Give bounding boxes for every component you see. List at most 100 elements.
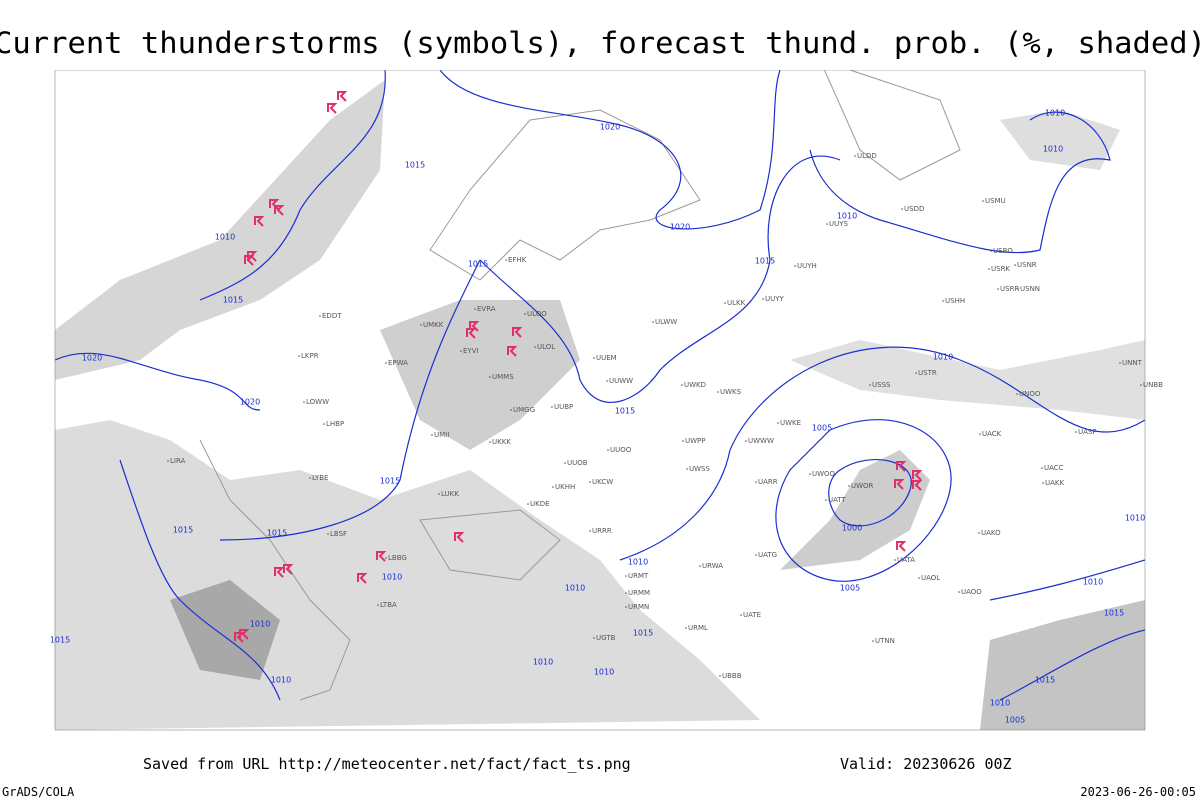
isobar-label: 1015 xyxy=(267,529,287,538)
station-label: UBBB xyxy=(722,672,742,680)
station-dot xyxy=(777,422,779,424)
station-dot xyxy=(745,440,747,442)
isobar xyxy=(119,459,281,701)
station-labels: ULOO ULOL UUEM UUWW UUOO UUOB UKHH UKDE UKCW URRR… xyxy=(167,152,1163,680)
thunderstorm-symbol xyxy=(912,470,923,481)
station-dot xyxy=(1075,431,1077,433)
thunderstorm-symbol xyxy=(254,216,265,227)
isobar-label: 1015 xyxy=(173,526,193,535)
station-label: UKHH xyxy=(555,483,575,491)
thunderstorm-symbol xyxy=(274,205,285,216)
isobar xyxy=(439,69,781,230)
station-label: UAKO xyxy=(981,529,1001,537)
thunderstorm-symbol xyxy=(247,251,258,262)
station-dot xyxy=(420,324,422,326)
station-dot xyxy=(894,559,896,561)
station-label: EYVI xyxy=(463,347,479,355)
station-label: UWOR xyxy=(851,482,874,490)
station-dot xyxy=(988,268,990,270)
isobar xyxy=(809,111,1111,254)
station-dot xyxy=(978,532,980,534)
station-label: UNOO xyxy=(1019,390,1041,398)
shade-area xyxy=(780,450,930,570)
thunderstorm-symbol xyxy=(274,567,285,578)
isobar-label: 1010 xyxy=(533,658,553,667)
station-dot xyxy=(901,208,903,210)
station-dot xyxy=(869,384,871,386)
station-dot xyxy=(682,440,684,442)
isobar-label: 1015 xyxy=(755,257,775,266)
station-dot xyxy=(510,409,512,411)
station-dot xyxy=(681,384,683,386)
station-dot xyxy=(489,376,491,378)
station-dot xyxy=(699,565,701,567)
station-dot xyxy=(1140,384,1142,386)
isobar-label: 1020 xyxy=(240,398,260,407)
isobar-label: 1010 xyxy=(628,558,648,567)
isobar-label: 1020 xyxy=(82,354,102,363)
isobar-label: 1020 xyxy=(670,223,690,232)
isobar-label: 1015 xyxy=(1035,676,1055,685)
station-label: UUOB xyxy=(567,459,588,467)
station-dot xyxy=(958,591,960,593)
station-label: UWOO xyxy=(812,470,836,478)
isobar-label: 1010 xyxy=(250,620,270,629)
thunderstorm-symbol xyxy=(234,632,245,643)
station-label: UTNN xyxy=(875,637,895,645)
thunderstorm-symbol xyxy=(376,551,387,562)
station-label: USTR xyxy=(918,369,937,377)
station-dot xyxy=(167,460,169,462)
station-dot xyxy=(323,423,325,425)
thunderstorm-symbol xyxy=(357,573,368,584)
station-dot xyxy=(552,486,554,488)
station-dot xyxy=(524,313,526,315)
station-dot xyxy=(593,357,595,359)
isobar-label: 1010 xyxy=(933,353,953,362)
isobar-labels: 1020 1015 1010 1015 1020 1015 1015 1020 1020 1015… xyxy=(50,109,1145,725)
map-title: Current thunderstorms (symbols), forecas… xyxy=(0,26,1200,60)
station-dot xyxy=(1017,288,1019,290)
station-dot xyxy=(1016,393,1018,395)
station-dot xyxy=(460,350,462,352)
coastline xyxy=(199,439,351,701)
station-label: URWA xyxy=(702,562,723,570)
thunderstorm-symbol xyxy=(507,346,518,357)
shade-area xyxy=(980,600,1145,730)
isobar xyxy=(219,259,481,541)
station-label: LIRA xyxy=(170,457,186,465)
station-label: LHBP xyxy=(326,420,344,428)
station-dot xyxy=(982,200,984,202)
station-dot xyxy=(625,592,627,594)
shade-area xyxy=(170,580,280,680)
isobar xyxy=(199,69,386,301)
station-dot xyxy=(1042,482,1044,484)
isobar-label: 1000 xyxy=(842,524,862,533)
station-label: USDD xyxy=(904,205,924,213)
station-label: UUYY xyxy=(765,295,785,303)
station-label: UUOO xyxy=(610,446,632,454)
isobar-label: 1015 xyxy=(50,636,70,645)
station-label: UMII xyxy=(434,431,449,439)
isobar xyxy=(619,346,1146,561)
station-dot xyxy=(652,321,654,323)
station-label: UMKK xyxy=(423,321,444,329)
station-dot xyxy=(589,530,591,532)
valid-time: Valid: 20230626 00Z xyxy=(840,755,1012,773)
station-label: LUKK xyxy=(441,490,459,498)
isobar-label: 1015 xyxy=(405,161,425,170)
station-label: UWKS xyxy=(720,388,742,396)
timestamp: 2023-06-26-00:05 xyxy=(1080,785,1196,799)
station-dot xyxy=(1041,467,1043,469)
station-dot xyxy=(625,606,627,608)
thunderstorm-symbol xyxy=(337,91,348,102)
station-dot xyxy=(685,627,687,629)
station-dot xyxy=(825,499,827,501)
isobar-label: 1015 xyxy=(615,407,635,416)
station-dot xyxy=(1014,264,1016,266)
station-label: URMN xyxy=(628,603,649,611)
thunderstorm-symbol xyxy=(512,327,523,338)
isobars xyxy=(54,69,1146,701)
thunderstorm-symbol xyxy=(327,103,338,114)
station-dot xyxy=(724,302,726,304)
isobar-label: 1005 xyxy=(812,424,832,433)
